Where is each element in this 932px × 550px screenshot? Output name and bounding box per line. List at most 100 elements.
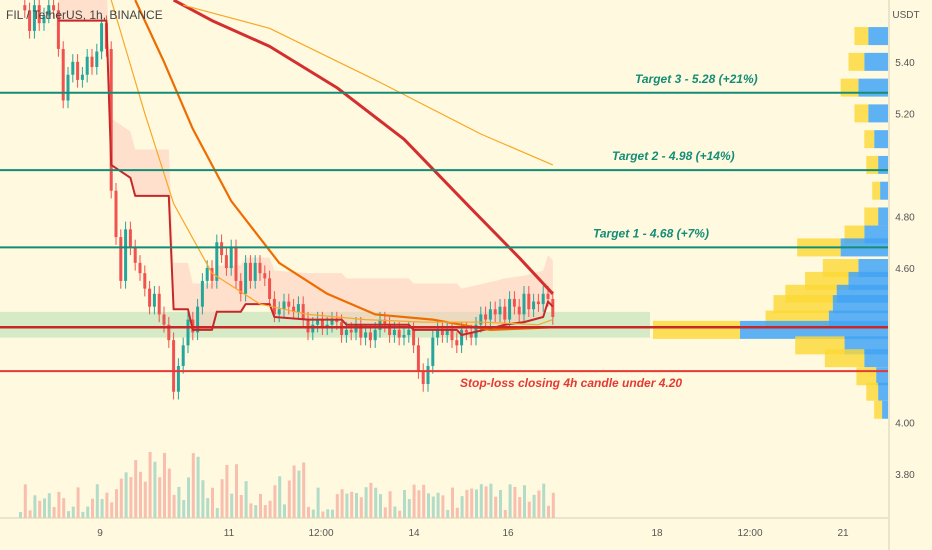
candle-body <box>52 5 56 11</box>
volume-bar <box>86 506 90 518</box>
volume-profile-up-bar <box>864 52 888 71</box>
volume-profile-down-bar <box>872 181 881 200</box>
candle-body <box>455 340 459 346</box>
candle-body <box>95 51 99 68</box>
candle-body <box>234 247 238 281</box>
volume-bar <box>355 493 358 518</box>
candle-body <box>436 329 440 338</box>
volume-bar <box>465 489 469 518</box>
volume-profile-up-bar <box>868 27 888 46</box>
candle-body <box>388 324 392 336</box>
candle-body <box>541 293 545 305</box>
candle-body <box>196 306 200 333</box>
volume-bar <box>278 476 282 518</box>
volume-profile-up-bar <box>878 207 888 226</box>
candle-body <box>508 298 512 320</box>
candle-body <box>42 15 46 24</box>
volume-profile-down-bar <box>864 130 875 149</box>
candle-body <box>469 332 473 338</box>
volume-profile-up-bar <box>858 78 888 97</box>
candle-body <box>402 335 406 338</box>
annotation-target3: Target 3 - 5.28 (+21%) <box>635 72 758 86</box>
y-tick-label: 3.80 <box>895 470 915 481</box>
candle-body <box>224 255 228 269</box>
y-tick-label: 4.60 <box>895 264 915 275</box>
volume-bar <box>547 505 550 518</box>
volume-bar <box>33 495 37 518</box>
candle-body <box>503 306 507 320</box>
volume-bar <box>345 493 349 518</box>
candle-body <box>128 229 132 248</box>
candle-body <box>373 329 377 341</box>
candle-body <box>344 329 348 336</box>
volume-profile-down-bar <box>773 295 833 314</box>
x-tick-label: 14 <box>408 528 420 539</box>
volume-profile-down-bar <box>874 400 883 419</box>
volume-bar <box>383 507 387 518</box>
volume-bar <box>23 484 27 518</box>
symbol-title: FIL / TetherUS, 1h, BINANCE <box>6 8 163 22</box>
candle-body <box>167 324 171 341</box>
x-tick-label: 12:00 <box>737 528 762 539</box>
volume-bar <box>239 495 243 518</box>
volume-bar <box>215 508 219 518</box>
price-axis-panel <box>889 0 932 550</box>
candle-body <box>364 332 368 338</box>
candle-body <box>292 306 296 312</box>
candle-body <box>426 365 430 384</box>
candle-body <box>186 319 190 346</box>
volume-bar <box>249 503 253 518</box>
y-tick-label: 4.80 <box>895 212 915 223</box>
candle-body <box>162 314 166 325</box>
volume-bar <box>292 465 296 518</box>
volume-bar <box>268 500 272 518</box>
x-tick-label: 16 <box>502 528 514 539</box>
volume-bar <box>403 489 406 518</box>
candle-body <box>383 319 387 325</box>
volume-bar <box>455 507 459 518</box>
volume-bar <box>201 480 205 518</box>
volume-bar <box>460 496 464 518</box>
volume-bar <box>393 506 397 518</box>
candle-body <box>484 314 488 320</box>
volume-bar <box>441 495 445 518</box>
candle-body <box>119 237 123 281</box>
volume-bar <box>364 487 368 518</box>
candle-body <box>416 345 420 372</box>
volume-profile-up-bar <box>880 181 888 200</box>
volume-bar <box>407 499 411 518</box>
volume-bar <box>470 488 474 518</box>
volume-bar <box>307 506 310 518</box>
volume-bar <box>484 486 488 518</box>
candle-body <box>306 319 310 333</box>
candle-body <box>551 298 555 317</box>
volume-bar <box>542 483 546 518</box>
volume-bar <box>451 487 454 518</box>
candle-body <box>28 10 32 31</box>
candle-body <box>76 61 80 80</box>
x-tick-label: 9 <box>97 528 103 539</box>
candle-body <box>316 319 320 325</box>
volume-bar <box>187 477 190 518</box>
candle-body <box>311 324 315 333</box>
volume-bar <box>273 485 277 518</box>
volume-profile-up-bar <box>882 400 888 419</box>
volume-profile-down-bar <box>840 78 859 97</box>
volume-bar <box>163 452 166 518</box>
candle-body <box>133 247 137 263</box>
volume-bar <box>57 491 61 518</box>
candle-body <box>450 329 454 341</box>
candle-body <box>340 322 344 336</box>
volume-profile-up-bar <box>878 155 888 174</box>
candle-body <box>301 304 305 320</box>
candle-body <box>397 329 401 338</box>
candle-body <box>282 301 286 310</box>
volume-bar <box>134 460 138 518</box>
candle-body <box>109 48 113 191</box>
volume-profile-down-bar <box>866 155 879 174</box>
candle-body <box>220 242 224 256</box>
volume-bar <box>254 505 258 518</box>
candle-body <box>546 293 550 299</box>
volume-profile-up-bar <box>878 382 888 401</box>
